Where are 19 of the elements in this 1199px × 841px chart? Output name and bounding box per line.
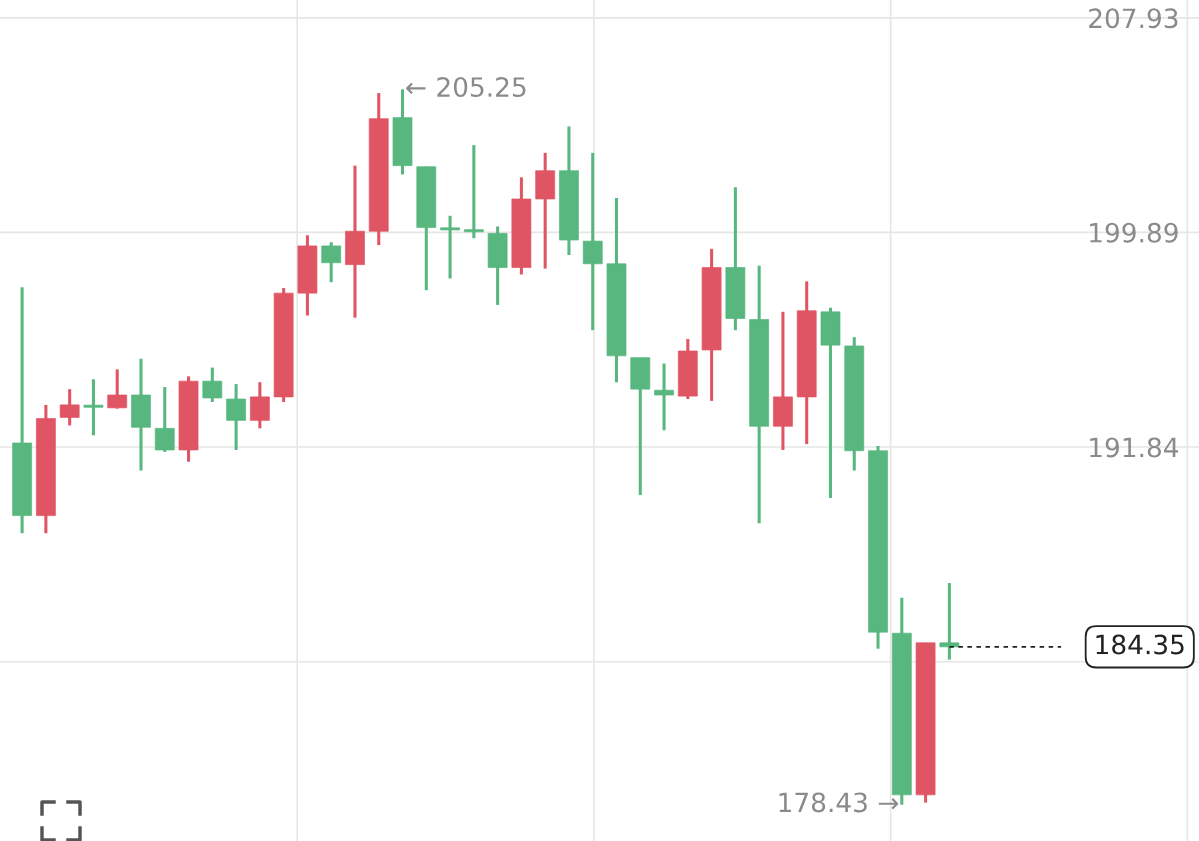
candlestick [59,389,80,426]
y-tick-label: 199.89 [1090,222,1178,243]
candlestick [582,151,603,332]
candlestick [83,379,104,436]
candlestick [226,384,246,450]
candlestick [107,369,128,409]
y-tick-label: 191.84 [1090,437,1179,458]
candlestick [321,242,342,284]
ref-line-label: 184.35 [1096,634,1184,655]
candlestick [440,214,460,279]
annotation: ← 205.25 [406,77,526,98]
candlestick [939,583,960,660]
annotation: 178.43 → [779,792,899,813]
candlestick [250,382,270,429]
candlestick [202,367,223,402]
candlestick [154,387,175,452]
candlestick [463,145,484,240]
y-tick-label: 207.93 [1089,8,1178,29]
candlestick [654,363,674,431]
